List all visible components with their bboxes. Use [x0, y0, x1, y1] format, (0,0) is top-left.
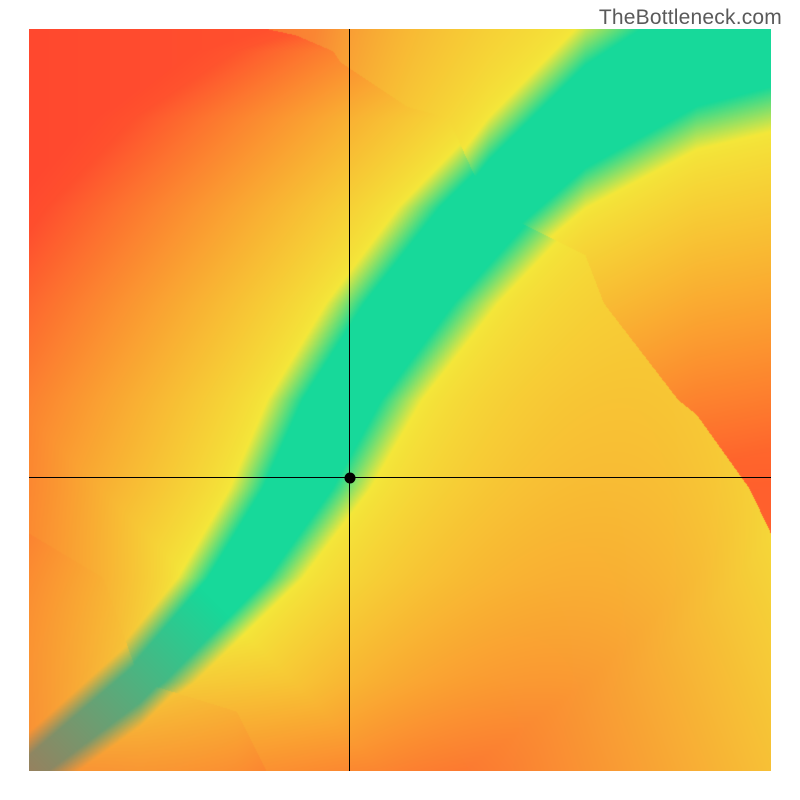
plot-frame — [29, 29, 771, 771]
watermark-text: TheBottleneck.com — [599, 6, 782, 30]
chart-container: TheBottleneck.com — [0, 0, 800, 800]
crosshair-horizontal — [29, 477, 771, 478]
heatmap-canvas — [29, 29, 771, 771]
crosshair-marker — [344, 472, 355, 483]
crosshair-vertical — [349, 29, 350, 771]
